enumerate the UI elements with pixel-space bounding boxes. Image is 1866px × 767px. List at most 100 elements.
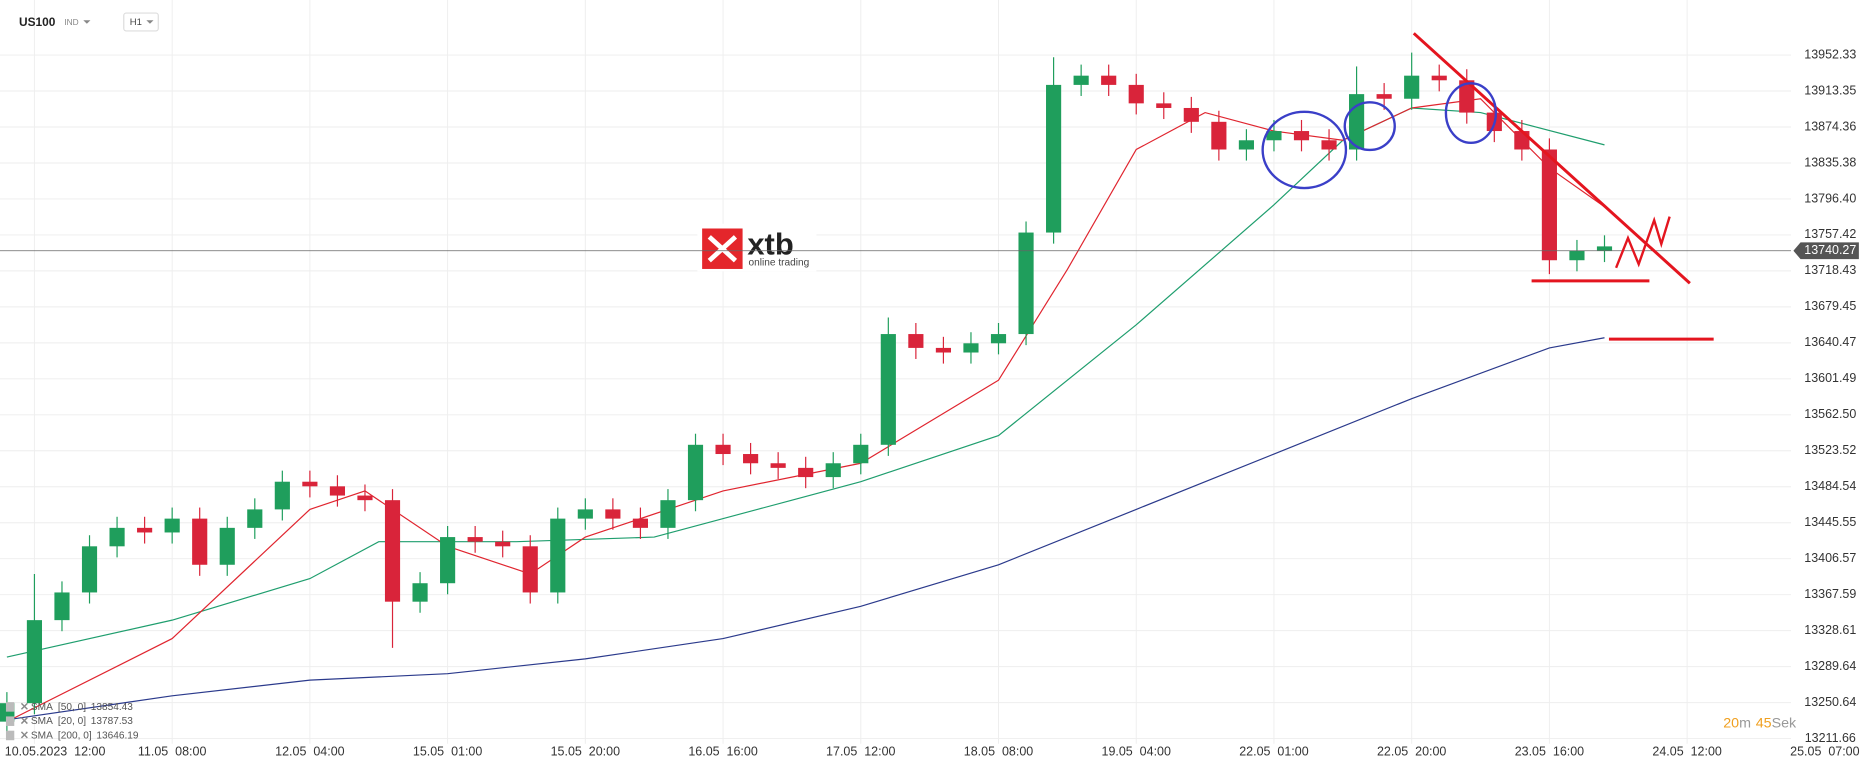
x-tick-label: 22.05 20:00 <box>1377 744 1446 758</box>
y-tick-label: 13796.40 <box>1804 191 1856 205</box>
candle-body <box>1321 140 1337 150</box>
legend-close <box>20 717 28 725</box>
legend-value: 13787.53 <box>91 716 134 727</box>
candle-body <box>935 347 951 353</box>
circle-mark <box>1343 101 1396 152</box>
symbol: US100 <box>19 15 56 29</box>
candle-body <box>963 343 979 353</box>
y-tick-label: 13289.64 <box>1804 659 1856 673</box>
x-tick-label: 25.05 07:00 <box>1790 744 1859 758</box>
dropdown-icon[interactable] <box>83 20 91 24</box>
zigzag <box>1614 216 1671 269</box>
legend-close <box>20 731 28 739</box>
candle-body <box>302 481 318 487</box>
x-tick-label: 19.05 04:00 <box>1102 744 1171 758</box>
grid <box>0 0 1792 744</box>
legend-icon <box>5 702 15 712</box>
candle-body <box>329 486 346 496</box>
candle-body <box>384 500 401 602</box>
candle-body <box>990 334 1007 344</box>
candle-body <box>880 334 896 445</box>
candle-body <box>825 463 841 478</box>
candle-body <box>687 444 704 501</box>
candle-body <box>1183 107 1199 122</box>
candle-body <box>1128 84 1144 104</box>
x-tick-label: 23.05 16:00 <box>1515 744 1584 758</box>
candle-body <box>54 592 70 621</box>
x-tick-label: 12.05 04:00 <box>275 744 344 758</box>
candle-body <box>853 444 869 464</box>
plot <box>0 52 1792 736</box>
circle-mark <box>1261 110 1348 190</box>
candle-body <box>660 500 676 528</box>
candle-body <box>26 620 43 704</box>
candle-body <box>522 546 538 593</box>
current-price-tag <box>1793 242 1859 260</box>
candle-body <box>632 518 648 528</box>
y-tick-label: 13328.61 <box>1804 623 1856 637</box>
y-tick-label: 13835.38 <box>1804 155 1856 169</box>
candle-body <box>1046 84 1062 233</box>
candle-body <box>908 334 924 348</box>
axes: 13952.33 13913.35 13874.36 13835.38 13796.40… <box>5 47 1860 758</box>
legend-value: 13646.19 <box>96 730 139 741</box>
x-tick-label: 16.05 16:00 <box>688 744 757 758</box>
current-price-label: 13740.27 <box>1804 243 1856 257</box>
countdown-unit: m <box>1739 715 1751 731</box>
legend-entry: SMA [20, 0] 13787.53 <box>31 716 133 727</box>
candle-body <box>1514 131 1530 150</box>
candle-body <box>770 463 786 468</box>
y-tick-label: 13679.45 <box>1804 299 1856 313</box>
y-tick-label: 13562.50 <box>1804 407 1856 421</box>
x-tick-label: 24.05 12:00 <box>1652 744 1721 758</box>
candle-body <box>1101 75 1117 85</box>
y-tick-label: 13250.64 <box>1804 695 1856 709</box>
circle-mark <box>1444 82 1498 144</box>
candle-body <box>467 537 483 542</box>
candle-body <box>1156 103 1172 108</box>
y-tick-label: 13913.35 <box>1804 83 1856 97</box>
y-tick-label: 13757.42 <box>1804 227 1856 241</box>
countdown-minutes: 20 <box>1723 715 1739 731</box>
candle-body <box>577 509 593 519</box>
y-tick-label: 13367.59 <box>1804 587 1856 601</box>
candle-body <box>550 518 566 593</box>
y-tick-label: 13523.52 <box>1804 443 1856 457</box>
sma-line <box>6 107 1605 658</box>
candle-body <box>1266 131 1282 141</box>
candle-body <box>1459 80 1475 113</box>
legend-name: SMA [20, 0] <box>31 716 86 727</box>
legend-name: SMA [200, 0] <box>31 730 92 741</box>
x-tick-label: 11.05 08:00 <box>138 744 207 758</box>
logo-tagline: online trading <box>749 258 810 269</box>
dropdown-icon[interactable] <box>146 20 154 24</box>
candle-body <box>605 509 621 519</box>
timeframe[interactable]: H1 <box>130 17 142 28</box>
y-tick-label: 13601.49 <box>1804 371 1856 385</box>
candle-body <box>715 444 731 455</box>
candle-body <box>357 495 373 501</box>
legend-icon <box>5 716 15 726</box>
candle-body <box>1073 75 1089 85</box>
legend-value: 13854.43 <box>91 702 134 713</box>
x-tick-label: 17.05 12:00 <box>826 744 895 758</box>
y-tick-label: 13484.54 <box>1804 479 1856 493</box>
y-tick-label: 13406.57 <box>1804 551 1856 565</box>
watermark: xtb online trading <box>697 223 817 272</box>
candle-body <box>219 527 235 565</box>
candle-body <box>109 527 125 547</box>
candle-body <box>1404 75 1420 99</box>
candle-body <box>495 541 511 547</box>
candle-body <box>192 518 208 565</box>
timeframe-box[interactable] <box>123 12 159 32</box>
x-tick-label: 15.05 01:00 <box>413 744 482 758</box>
y-tick-label: 13640.47 <box>1804 335 1856 349</box>
candle-body <box>274 481 290 510</box>
candle-body <box>164 518 180 533</box>
candle-body <box>247 509 263 528</box>
candle-body <box>1018 232 1034 335</box>
legend-icon <box>5 730 15 741</box>
